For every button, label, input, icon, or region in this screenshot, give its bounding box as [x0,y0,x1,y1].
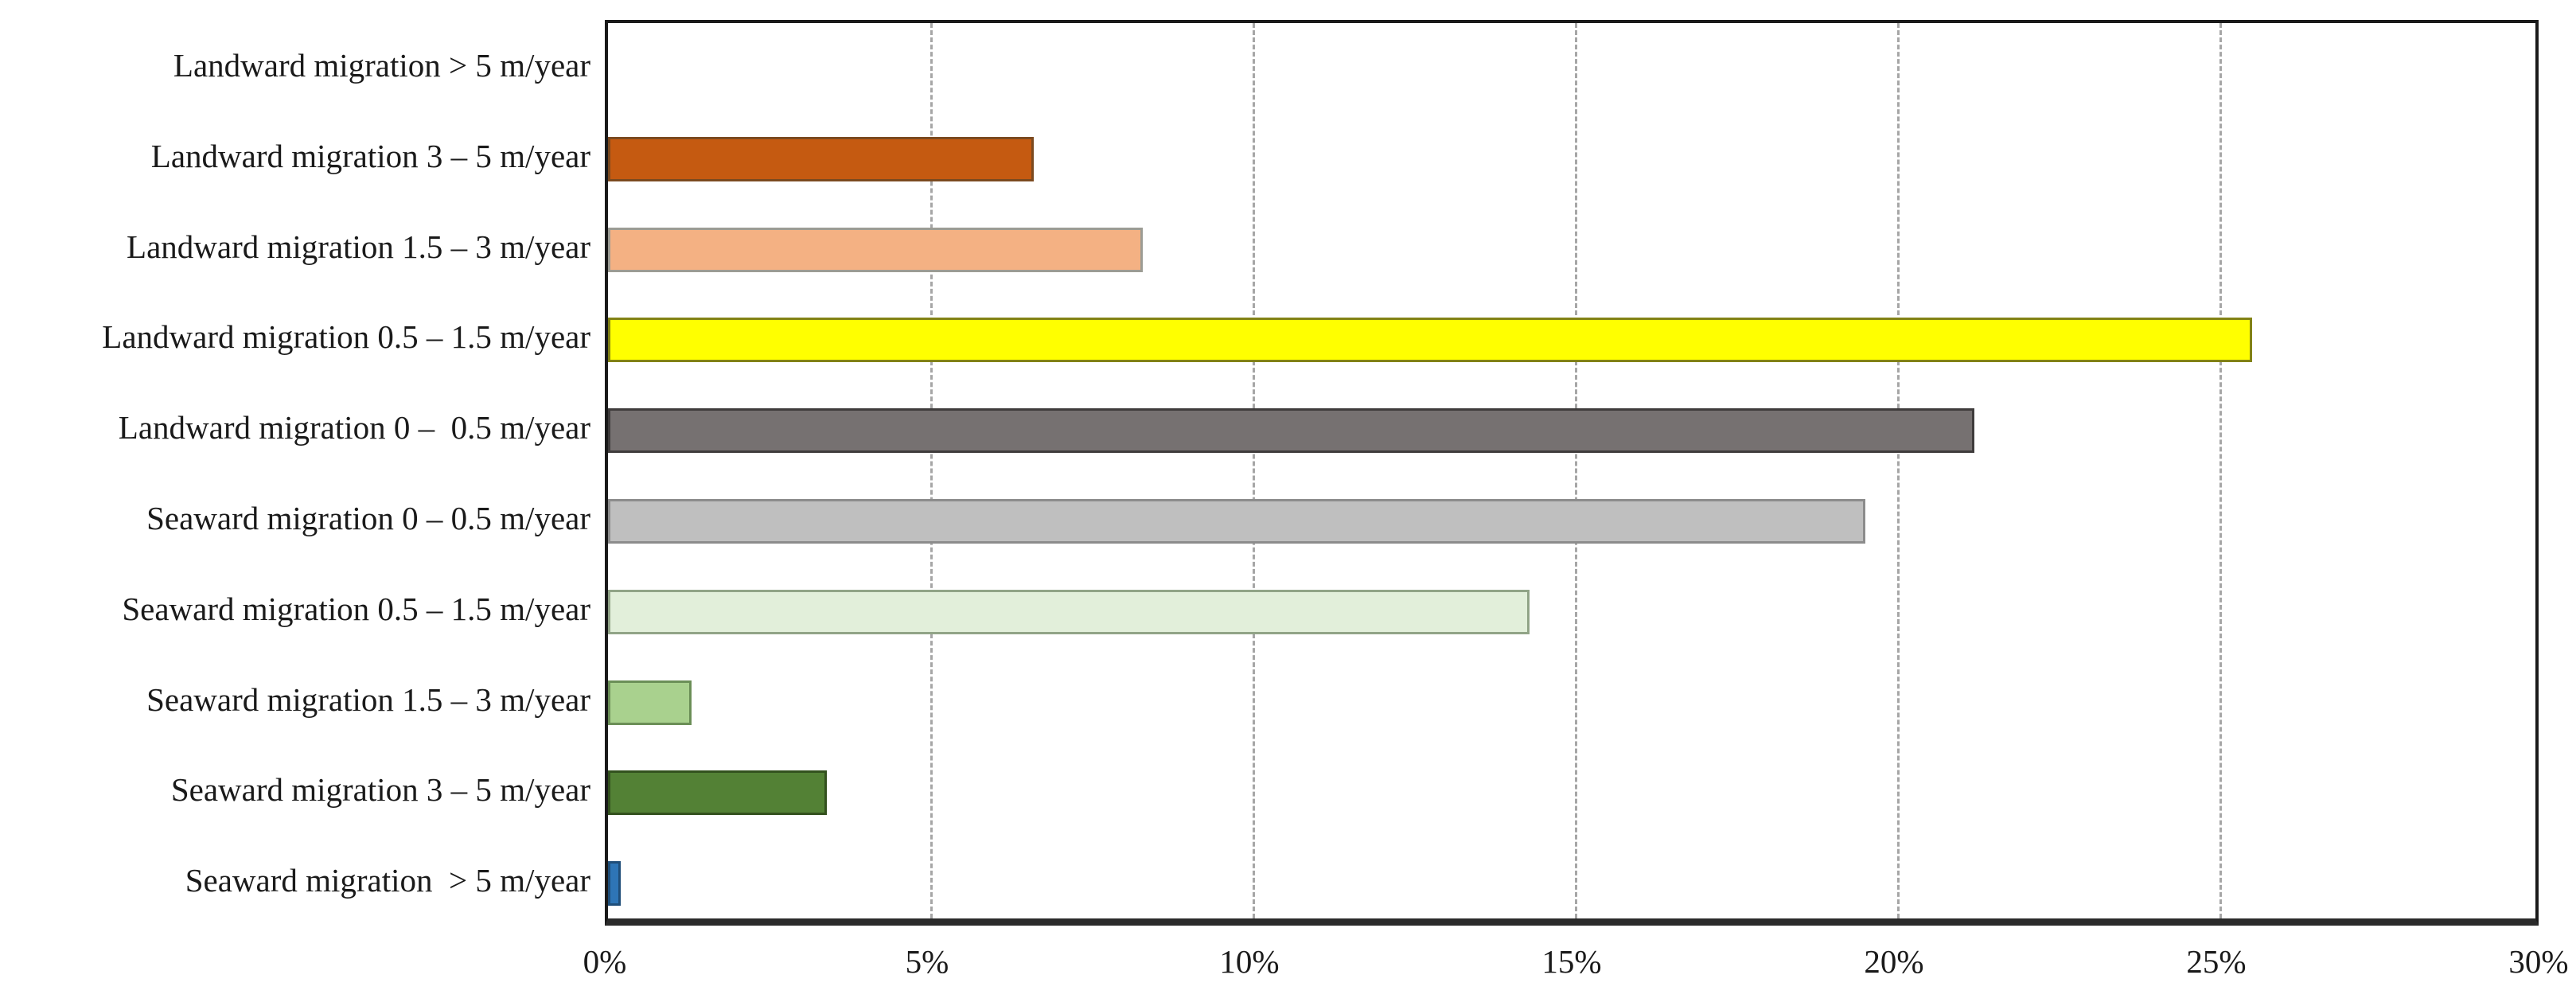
bar-5 [608,498,1865,544]
category-label-2: Landward migration 1.5 – 3 m/year [127,228,590,265]
gridline-25pct [2219,23,2222,918]
gridline-15pct [1575,23,1577,918]
bar-1 [608,136,1034,181]
category-label-7: Seaward migration 1.5 – 3 m/year [146,680,590,718]
x-tick-label-25%: 25% [2186,943,2247,980]
x-tick-label-5%: 5% [905,943,949,980]
bar-7 [608,680,692,725]
category-label-1: Landward migration 3 – 5 m/year [150,137,590,174]
gridline-5pct [930,23,933,918]
bar-9 [608,861,622,907]
x-tick-label-15%: 15% [1541,943,1602,980]
x-tick-label-20%: 20% [1864,943,1924,980]
category-label-5: Seaward migration 0 – 0.5 m/year [146,499,590,536]
gridline-10pct [1253,23,1255,918]
category-label-6: Seaward migration 0.5 – 1.5 m/year [122,590,590,627]
category-label-4: Landward migration 0 – 0.5 m/year [118,409,590,446]
category-label-9: Seaward migration > 5 m/year [185,862,590,899]
bar-3 [608,318,2252,363]
x-tick-label-10%: 10% [1219,943,1280,980]
category-label-3: Landward migration 0.5 – 1.5 m/year [102,318,590,356]
gridline-20pct [1897,23,1900,918]
bar-4 [608,408,1975,454]
plot-area [605,20,2539,926]
category-label-0: Landward migration > 5 m/year [173,46,590,84]
bar-6 [608,589,1530,634]
category-label-8: Seaward migration 3 – 5 m/year [170,771,590,809]
x-tick-label-30%: 30% [2508,943,2569,980]
x-tick-label-0%: 0% [583,943,627,980]
bar-8 [608,770,828,816]
bar-2 [608,227,1144,272]
